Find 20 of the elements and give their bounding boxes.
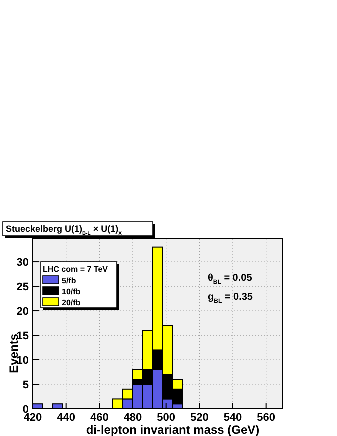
legend-label: 10/fb [62, 288, 81, 296]
y-tick-label: 30 [16, 256, 29, 269]
y-tick-label: 25 [16, 281, 29, 294]
y-tick-label: 5 [22, 379, 29, 392]
x-tick-label: 500 [157, 412, 176, 424]
x-tick-label: 520 [190, 412, 209, 424]
y-tick-label: 20 [16, 306, 29, 318]
legend-label: 20/fb [62, 298, 81, 308]
annotation: θ$_{BL}$ = 0.05 [208, 273, 253, 286]
x-tick-label: 420 [24, 412, 42, 424]
x-tick-label: 560 [257, 412, 276, 424]
x-tick-label: 440 [57, 412, 76, 424]
legend-label: 5/fb [62, 276, 76, 286]
legend-title: LHC com = 7 TeV [43, 265, 109, 274]
x-tick-label: 540 [224, 412, 242, 424]
y-tick-label: 15 [16, 330, 29, 342]
annotation: g$_{BL}$ = 0.35 [208, 292, 254, 305]
x-tick-label: 480 [124, 412, 142, 424]
chart-title: Stueckelberg U(1)$_{B-L}$ × U(1)$_{X}$ [6, 224, 123, 237]
x-tick-label: 460 [90, 412, 109, 424]
